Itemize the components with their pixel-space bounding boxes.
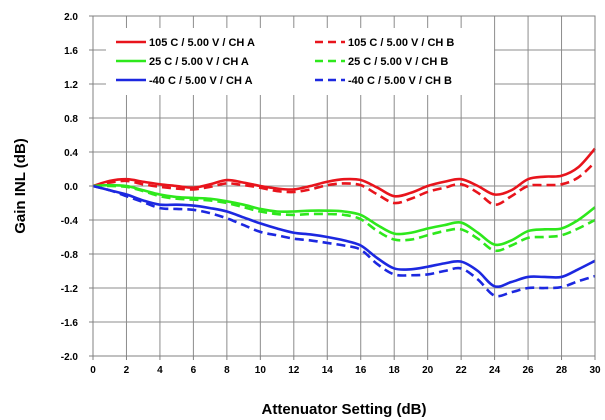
y-tick-label: 0.8 <box>64 114 78 125</box>
legend-background <box>106 28 494 95</box>
y-tick-label: -1.2 <box>61 284 79 295</box>
series-line <box>92 161 596 207</box>
y-tick-label: 1.2 <box>64 80 78 91</box>
y-axis-title: Gain INL (dB) <box>12 138 29 234</box>
x-tick-label: 6 <box>191 365 197 376</box>
x-tick-label: 22 <box>456 365 468 376</box>
x-tick-label: 8 <box>224 365 230 376</box>
x-tick-label: 0 <box>90 365 96 376</box>
legend-label: 105 C / 5.00 V / CH A <box>149 37 255 49</box>
y-tick-label: -0.4 <box>61 216 79 227</box>
x-axis-title: Attenuator Setting (dB) <box>262 401 427 418</box>
x-tick-label: 20 <box>422 365 434 376</box>
legend: 105 C / 5.00 V / CH A 105 C / 5.00 V / CH… <box>116 37 454 87</box>
y-tick-label: 1.6 <box>64 46 78 57</box>
x-tick-label: 14 <box>322 365 334 376</box>
x-tick-label: 18 <box>389 365 401 376</box>
x-tick-label: 10 <box>255 365 267 376</box>
x-tick-label: 26 <box>523 365 535 376</box>
x-tick-label: 30 <box>589 365 601 376</box>
series-line <box>92 184 596 289</box>
y-tick-label: 0.0 <box>64 182 78 193</box>
y-tick-label: 0.4 <box>64 148 78 159</box>
y-tick-label: -2.0 <box>61 352 79 363</box>
series-line <box>92 184 596 253</box>
legend-label: 105 C / 5.00 V / CH B <box>348 37 454 49</box>
y-tick-label: 2.0 <box>64 12 78 23</box>
series-line <box>92 184 596 298</box>
y-tick-label: -0.8 <box>61 250 79 261</box>
legend-label: 25 C / 5.00 V / CH B <box>348 56 448 68</box>
series-line <box>92 147 596 198</box>
legend-label: 25 C / 5.00 V / CH A <box>149 56 249 68</box>
x-tick-label: 28 <box>556 365 568 376</box>
x-tick-label: 16 <box>355 365 367 376</box>
y-tick-label: -1.6 <box>61 318 79 329</box>
x-tick-label: 24 <box>489 365 501 376</box>
y-tick-labels: 2.0 1.6 1.2 0.8 0.4 0.0 -0.4 -0.8 -1.2 -1.6 -2.0 <box>61 12 79 363</box>
x-tick-label: 2 <box>124 365 130 376</box>
plot-frame <box>92 15 596 357</box>
x-tick-label: 12 <box>288 365 300 376</box>
legend-label: -40 C / 5.00 V / CH A <box>149 75 253 87</box>
series-line <box>92 183 596 247</box>
plot-lines <box>92 147 596 298</box>
x-tick-labels: 0 2 4 6 8 10 12 14 16 18 20 22 24 26 28 30 <box>90 365 601 376</box>
x-tick-label: 4 <box>157 365 163 376</box>
legend-label: -40 C / 5.00 V / CH B <box>348 75 452 87</box>
